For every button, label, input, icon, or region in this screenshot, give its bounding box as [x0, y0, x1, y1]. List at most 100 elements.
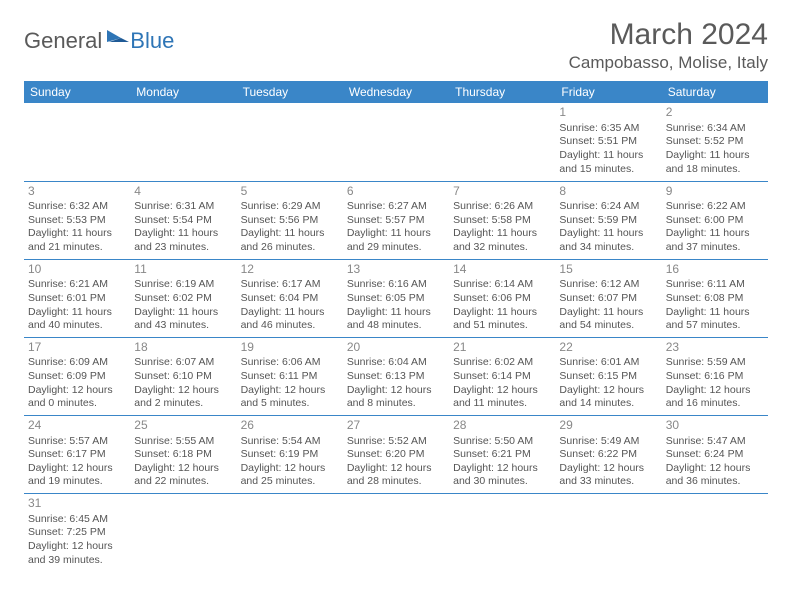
day-number: 22 — [559, 340, 657, 356]
title-block: March 2024 Campobasso, Molise, Italy — [569, 18, 768, 73]
day-info-line: Daylight: 11 hours — [134, 306, 232, 320]
day-number: 16 — [666, 262, 764, 278]
day-info-line: Sunrise: 6:27 AM — [347, 200, 445, 214]
day-info-line: Daylight: 12 hours — [666, 462, 764, 476]
day-number: 20 — [347, 340, 445, 356]
day-info-line: Daylight: 11 hours — [28, 306, 126, 320]
day-info-line: Daylight: 12 hours — [453, 462, 551, 476]
day-info-line: Daylight: 11 hours — [453, 227, 551, 241]
day-info-line: Sunset: 5:53 PM — [28, 214, 126, 228]
day-info-line: and 0 minutes. — [28, 397, 126, 411]
day-info-line: Sunrise: 6:29 AM — [241, 200, 339, 214]
day-info-line: Sunrise: 5:57 AM — [28, 435, 126, 449]
day-info-line: and 11 minutes. — [453, 397, 551, 411]
day-info-line: Daylight: 12 hours — [28, 540, 126, 554]
day-info-line: Sunrise: 6:14 AM — [453, 278, 551, 292]
flag-icon — [107, 28, 129, 46]
week-row: 1Sunrise: 6:35 AMSunset: 5:51 PMDaylight… — [24, 103, 768, 181]
week-row: 31Sunrise: 6:45 AMSunset: 7:25 PMDayligh… — [24, 494, 768, 572]
day-cell: 2Sunrise: 6:34 AMSunset: 5:52 PMDaylight… — [662, 103, 768, 181]
day-header: Tuesday — [237, 81, 343, 103]
empty-cell — [343, 103, 449, 181]
day-info-line: Sunrise: 6:22 AM — [666, 200, 764, 214]
day-info-line: Sunset: 6:05 PM — [347, 292, 445, 306]
day-info-line: Sunset: 6:16 PM — [666, 370, 764, 384]
day-info-line: Sunrise: 6:07 AM — [134, 356, 232, 370]
day-cell: 6Sunrise: 6:27 AMSunset: 5:57 PMDaylight… — [343, 181, 449, 259]
day-number: 4 — [134, 184, 232, 200]
day-info-line: and 22 minutes. — [134, 475, 232, 489]
day-info-line: Daylight: 11 hours — [241, 227, 339, 241]
day-number: 25 — [134, 418, 232, 434]
day-info-line: Sunset: 5:54 PM — [134, 214, 232, 228]
day-number: 3 — [28, 184, 126, 200]
day-info-line: Sunrise: 6:16 AM — [347, 278, 445, 292]
day-info-line: Sunset: 6:00 PM — [666, 214, 764, 228]
day-header-row: SundayMondayTuesdayWednesdayThursdayFrid… — [24, 81, 768, 103]
day-info-line: Daylight: 12 hours — [134, 384, 232, 398]
day-info-line: and 26 minutes. — [241, 241, 339, 255]
day-info-line: Sunrise: 5:50 AM — [453, 435, 551, 449]
day-cell: 30Sunrise: 5:47 AMSunset: 6:24 PMDayligh… — [662, 415, 768, 493]
week-row: 24Sunrise: 5:57 AMSunset: 6:17 PMDayligh… — [24, 415, 768, 493]
day-info-line: and 16 minutes. — [666, 397, 764, 411]
day-info-line: Sunrise: 6:32 AM — [28, 200, 126, 214]
day-cell: 13Sunrise: 6:16 AMSunset: 6:05 PMDayligh… — [343, 259, 449, 337]
day-number: 24 — [28, 418, 126, 434]
day-info-line: Sunset: 6:04 PM — [241, 292, 339, 306]
day-info-line: Daylight: 11 hours — [666, 306, 764, 320]
day-info-line: and 51 minutes. — [453, 319, 551, 333]
day-info-line: and 23 minutes. — [134, 241, 232, 255]
day-cell: 15Sunrise: 6:12 AMSunset: 6:07 PMDayligh… — [555, 259, 661, 337]
day-number: 5 — [241, 184, 339, 200]
day-info-line: Sunset: 5:58 PM — [453, 214, 551, 228]
day-cell: 22Sunrise: 6:01 AMSunset: 6:15 PMDayligh… — [555, 337, 661, 415]
week-row: 17Sunrise: 6:09 AMSunset: 6:09 PMDayligh… — [24, 337, 768, 415]
day-info-line: and 57 minutes. — [666, 319, 764, 333]
day-info-line: Sunset: 6:02 PM — [134, 292, 232, 306]
day-cell: 5Sunrise: 6:29 AMSunset: 5:56 PMDaylight… — [237, 181, 343, 259]
day-info-line: Sunrise: 6:31 AM — [134, 200, 232, 214]
day-info-line: Daylight: 11 hours — [347, 227, 445, 241]
day-info-line: Daylight: 11 hours — [559, 306, 657, 320]
day-info-line: Sunrise: 5:47 AM — [666, 435, 764, 449]
day-info-line: Sunset: 6:01 PM — [28, 292, 126, 306]
day-info-line: and 39 minutes. — [28, 554, 126, 568]
day-info-line: Daylight: 12 hours — [134, 462, 232, 476]
day-info-line: Sunset: 6:10 PM — [134, 370, 232, 384]
day-info-line: Sunset: 6:08 PM — [666, 292, 764, 306]
day-cell: 20Sunrise: 6:04 AMSunset: 6:13 PMDayligh… — [343, 337, 449, 415]
day-cell: 25Sunrise: 5:55 AMSunset: 6:18 PMDayligh… — [130, 415, 236, 493]
empty-cell — [24, 103, 130, 181]
day-info-line: Sunrise: 6:34 AM — [666, 122, 764, 136]
empty-cell — [237, 103, 343, 181]
day-number: 10 — [28, 262, 126, 278]
day-number: 11 — [134, 262, 232, 278]
day-info-line: Daylight: 12 hours — [28, 384, 126, 398]
day-header: Sunday — [24, 81, 130, 103]
day-number: 9 — [666, 184, 764, 200]
day-info-line: Sunrise: 6:35 AM — [559, 122, 657, 136]
day-cell: 8Sunrise: 6:24 AMSunset: 5:59 PMDaylight… — [555, 181, 661, 259]
day-info-line: Sunset: 6:21 PM — [453, 448, 551, 462]
day-header: Thursday — [449, 81, 555, 103]
empty-cell — [662, 494, 768, 572]
empty-cell — [449, 103, 555, 181]
empty-cell — [130, 103, 236, 181]
day-info-line: Sunset: 6:15 PM — [559, 370, 657, 384]
day-info-line: Daylight: 12 hours — [666, 384, 764, 398]
day-info-line: Sunrise: 6:02 AM — [453, 356, 551, 370]
day-number: 31 — [28, 496, 126, 512]
day-cell: 12Sunrise: 6:17 AMSunset: 6:04 PMDayligh… — [237, 259, 343, 337]
day-info-line: Daylight: 11 hours — [559, 227, 657, 241]
day-info-line: Daylight: 11 hours — [134, 227, 232, 241]
day-info-line: Daylight: 11 hours — [453, 306, 551, 320]
day-info-line: and 37 minutes. — [666, 241, 764, 255]
day-info-line: and 2 minutes. — [134, 397, 232, 411]
day-cell: 23Sunrise: 5:59 AMSunset: 6:16 PMDayligh… — [662, 337, 768, 415]
day-info-line: and 15 minutes. — [559, 163, 657, 177]
day-info-line: Sunrise: 6:45 AM — [28, 513, 126, 527]
day-info-line: Sunset: 6:11 PM — [241, 370, 339, 384]
day-number: 2 — [666, 105, 764, 121]
week-row: 10Sunrise: 6:21 AMSunset: 6:01 PMDayligh… — [24, 259, 768, 337]
